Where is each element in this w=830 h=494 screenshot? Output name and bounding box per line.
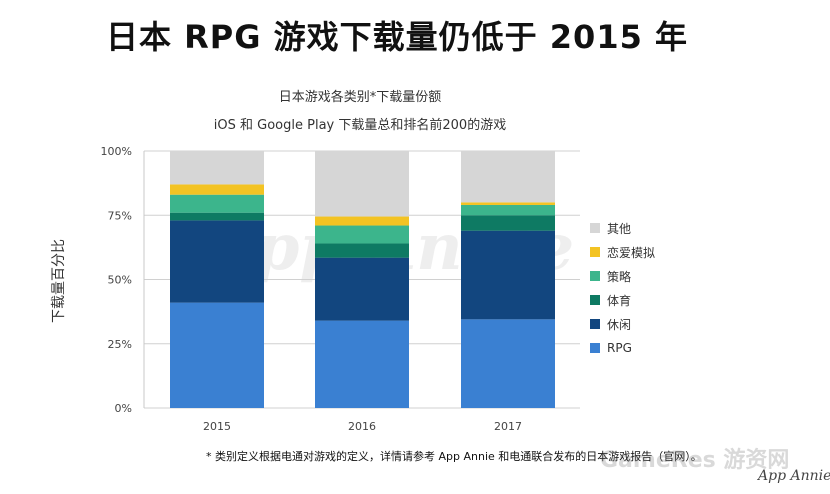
bar-segment (461, 151, 555, 203)
legend-label: 策略 (607, 269, 632, 284)
bar-segment (461, 215, 555, 231)
legend-swatch (590, 271, 600, 281)
bar-segment (461, 202, 555, 205)
legend-swatch (590, 319, 600, 329)
x-tick-label: 2015 (203, 420, 231, 433)
bar-segment (315, 257, 409, 321)
legend-item: 其他 (590, 216, 655, 240)
bar-segment (315, 151, 409, 217)
legend-label: 其他 (607, 221, 632, 236)
bar-segment (315, 216, 409, 226)
bar-segment (315, 243, 409, 258)
y-axis-label: 下载量百分比 (51, 239, 67, 323)
legend-swatch (590, 343, 600, 353)
legend-label: RPG (607, 341, 632, 355)
footnote: * 类别定义根据电通对游戏的定义，详情请参考 App Annie 和电通联合发布… (206, 450, 702, 463)
bar-segment (170, 212, 264, 221)
bar-segment (315, 320, 409, 408)
bar-segment (315, 225, 409, 244)
bar-segment (170, 194, 264, 213)
legend-swatch (590, 223, 600, 233)
x-tick-label: 2017 (494, 420, 522, 433)
bar-segment (461, 319, 555, 408)
bar-segment (461, 230, 555, 320)
bar-segment (461, 204, 555, 216)
legend-label: 体育 (607, 293, 632, 308)
legend-item: 恋爱模拟 (590, 240, 655, 264)
bar-segment (170, 302, 264, 408)
brand-watermark: App Annie (758, 468, 830, 484)
y-tick-label: 0% (115, 402, 132, 415)
legend-item: 休闲 (590, 312, 655, 336)
legend-swatch (590, 295, 600, 305)
legend-item: 策略 (590, 264, 655, 288)
bar-segment (170, 220, 264, 303)
y-tick-label: 50% (108, 274, 132, 287)
x-tick-label: 2016 (348, 420, 376, 433)
y-tick-label: 100% (101, 145, 132, 158)
page-headline: 日本 RPG 游戏下载量仍低于 2015 年 (106, 18, 688, 56)
bar-segment (170, 184, 264, 195)
legend-item: RPG (590, 336, 655, 360)
y-tick-label: 75% (108, 209, 132, 222)
chart-subtitle: iOS 和 Google Play 下载量总和排名前200的游戏 (213, 118, 507, 133)
chart-legend: 其他恋爱模拟策略体育休闲 RPG (590, 216, 655, 360)
legend-label: 休闲 (607, 317, 632, 332)
legend-label: 恋爱模拟 (607, 245, 656, 260)
chart-title: 日本游戏各类别*下载量份额 (278, 90, 442, 105)
legend-swatch (590, 247, 600, 257)
legend-item: 体育 (590, 288, 655, 312)
bar-segment (170, 151, 264, 185)
y-tick-label: 25% (108, 338, 132, 351)
